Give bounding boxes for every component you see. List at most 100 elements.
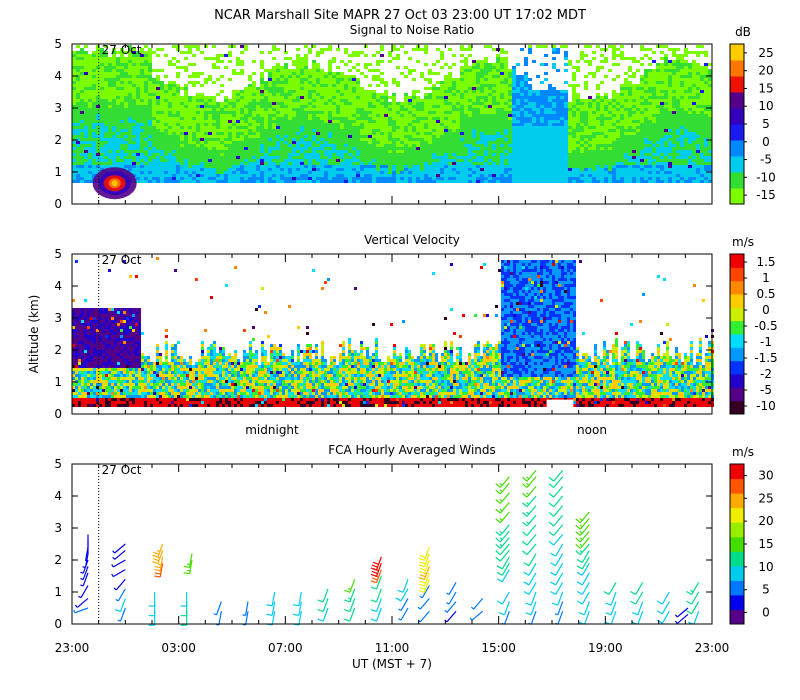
snr-cell — [312, 123, 316, 126]
snr-cell — [92, 108, 96, 111]
snr-cell — [244, 165, 248, 168]
snr-cell — [304, 60, 308, 63]
snr-cell — [284, 162, 288, 165]
snr-cell — [512, 147, 516, 150]
snr-cell — [200, 105, 204, 108]
snr-cell — [504, 177, 508, 180]
snr-cell — [556, 129, 560, 132]
snr-cell — [548, 90, 552, 93]
snr-cell — [564, 147, 568, 150]
snr-cell — [360, 156, 364, 159]
snr-cell — [424, 93, 428, 96]
snr-cell — [224, 156, 228, 159]
snr-cell — [104, 141, 108, 144]
snr-cell — [512, 108, 516, 111]
snr-cell — [80, 141, 84, 144]
snr-cell — [344, 78, 348, 81]
snr-cell — [76, 69, 80, 72]
snr-cell — [216, 177, 220, 180]
snr-cell — [120, 72, 124, 75]
snr-cell — [444, 126, 448, 129]
snr-cell — [420, 117, 424, 120]
snr-cell — [348, 111, 352, 114]
snr-cell — [220, 150, 224, 153]
snr-cell — [240, 180, 244, 183]
snr-cell — [384, 81, 388, 84]
snr-cell — [568, 153, 572, 156]
snr-cell — [288, 117, 292, 120]
snr-cell — [520, 129, 524, 132]
snr-cell — [296, 141, 300, 144]
snr-cell — [292, 78, 296, 81]
snr-cell — [84, 111, 88, 114]
snr-cell — [552, 66, 556, 69]
snr-cell — [128, 114, 132, 117]
snr-cell — [148, 126, 152, 129]
snr-cell — [596, 153, 600, 156]
snr-cell — [496, 132, 500, 135]
snr-cell — [112, 129, 116, 132]
snr-cell — [168, 171, 172, 174]
snr-cell — [484, 75, 488, 78]
snr-cell — [560, 129, 564, 132]
snr-cell — [576, 135, 580, 138]
snr-cell — [352, 144, 356, 147]
snr-cell — [528, 165, 532, 168]
snr-cell — [504, 120, 508, 123]
snr-cell — [512, 72, 516, 75]
snr-cell — [416, 147, 420, 150]
snr-cell — [584, 129, 588, 132]
snr-cell — [320, 159, 324, 162]
snr-cell — [560, 135, 564, 138]
snr-cell — [168, 96, 172, 99]
snr-cell — [568, 111, 572, 114]
snr-cell — [212, 117, 216, 120]
snr-cell — [108, 60, 112, 63]
snr-cell — [492, 90, 496, 93]
snr-cell — [240, 45, 244, 48]
snr-cell — [284, 117, 288, 120]
snr-cell — [312, 72, 316, 75]
snr-cell — [264, 171, 268, 174]
snr-cell — [420, 180, 424, 183]
snr-cell — [188, 45, 192, 48]
snr-cell — [480, 90, 484, 93]
snr-cell — [320, 171, 324, 174]
snr-cell — [292, 90, 296, 93]
snr-cell — [364, 120, 368, 123]
snr-cell — [132, 168, 136, 171]
snr-cell — [144, 144, 148, 147]
snr-cell — [164, 177, 168, 180]
snr-cell — [416, 156, 420, 159]
snr-cell — [208, 135, 212, 138]
snr-cell — [376, 144, 380, 147]
snr-cell — [168, 63, 172, 66]
snr-cell — [88, 126, 92, 129]
snr-cell — [568, 102, 572, 105]
snr-cell — [516, 78, 520, 81]
snr-cell — [596, 129, 600, 132]
snr-cell — [396, 54, 400, 57]
snr-cell — [108, 138, 112, 141]
snr-cell — [92, 150, 96, 153]
snr-cell — [520, 120, 524, 123]
snr-cell — [280, 168, 284, 171]
snr-cell — [548, 114, 552, 117]
snr-cell — [544, 111, 548, 114]
snr-cell — [180, 66, 184, 69]
snr-cell — [196, 105, 200, 108]
snr-cell — [436, 159, 440, 162]
snr-cell — [548, 174, 552, 177]
snr-cell — [200, 51, 204, 54]
snr-cell — [184, 159, 188, 162]
snr-cell — [204, 111, 208, 114]
snr-cell — [468, 126, 472, 129]
snr-cell — [348, 114, 352, 117]
snr-cell — [384, 108, 388, 111]
snr-cell — [576, 96, 580, 99]
snr-cell — [208, 153, 212, 156]
snr-cell — [200, 102, 204, 105]
snr-cell — [400, 165, 404, 168]
snr-cell — [464, 180, 468, 183]
snr-cell — [576, 111, 580, 114]
